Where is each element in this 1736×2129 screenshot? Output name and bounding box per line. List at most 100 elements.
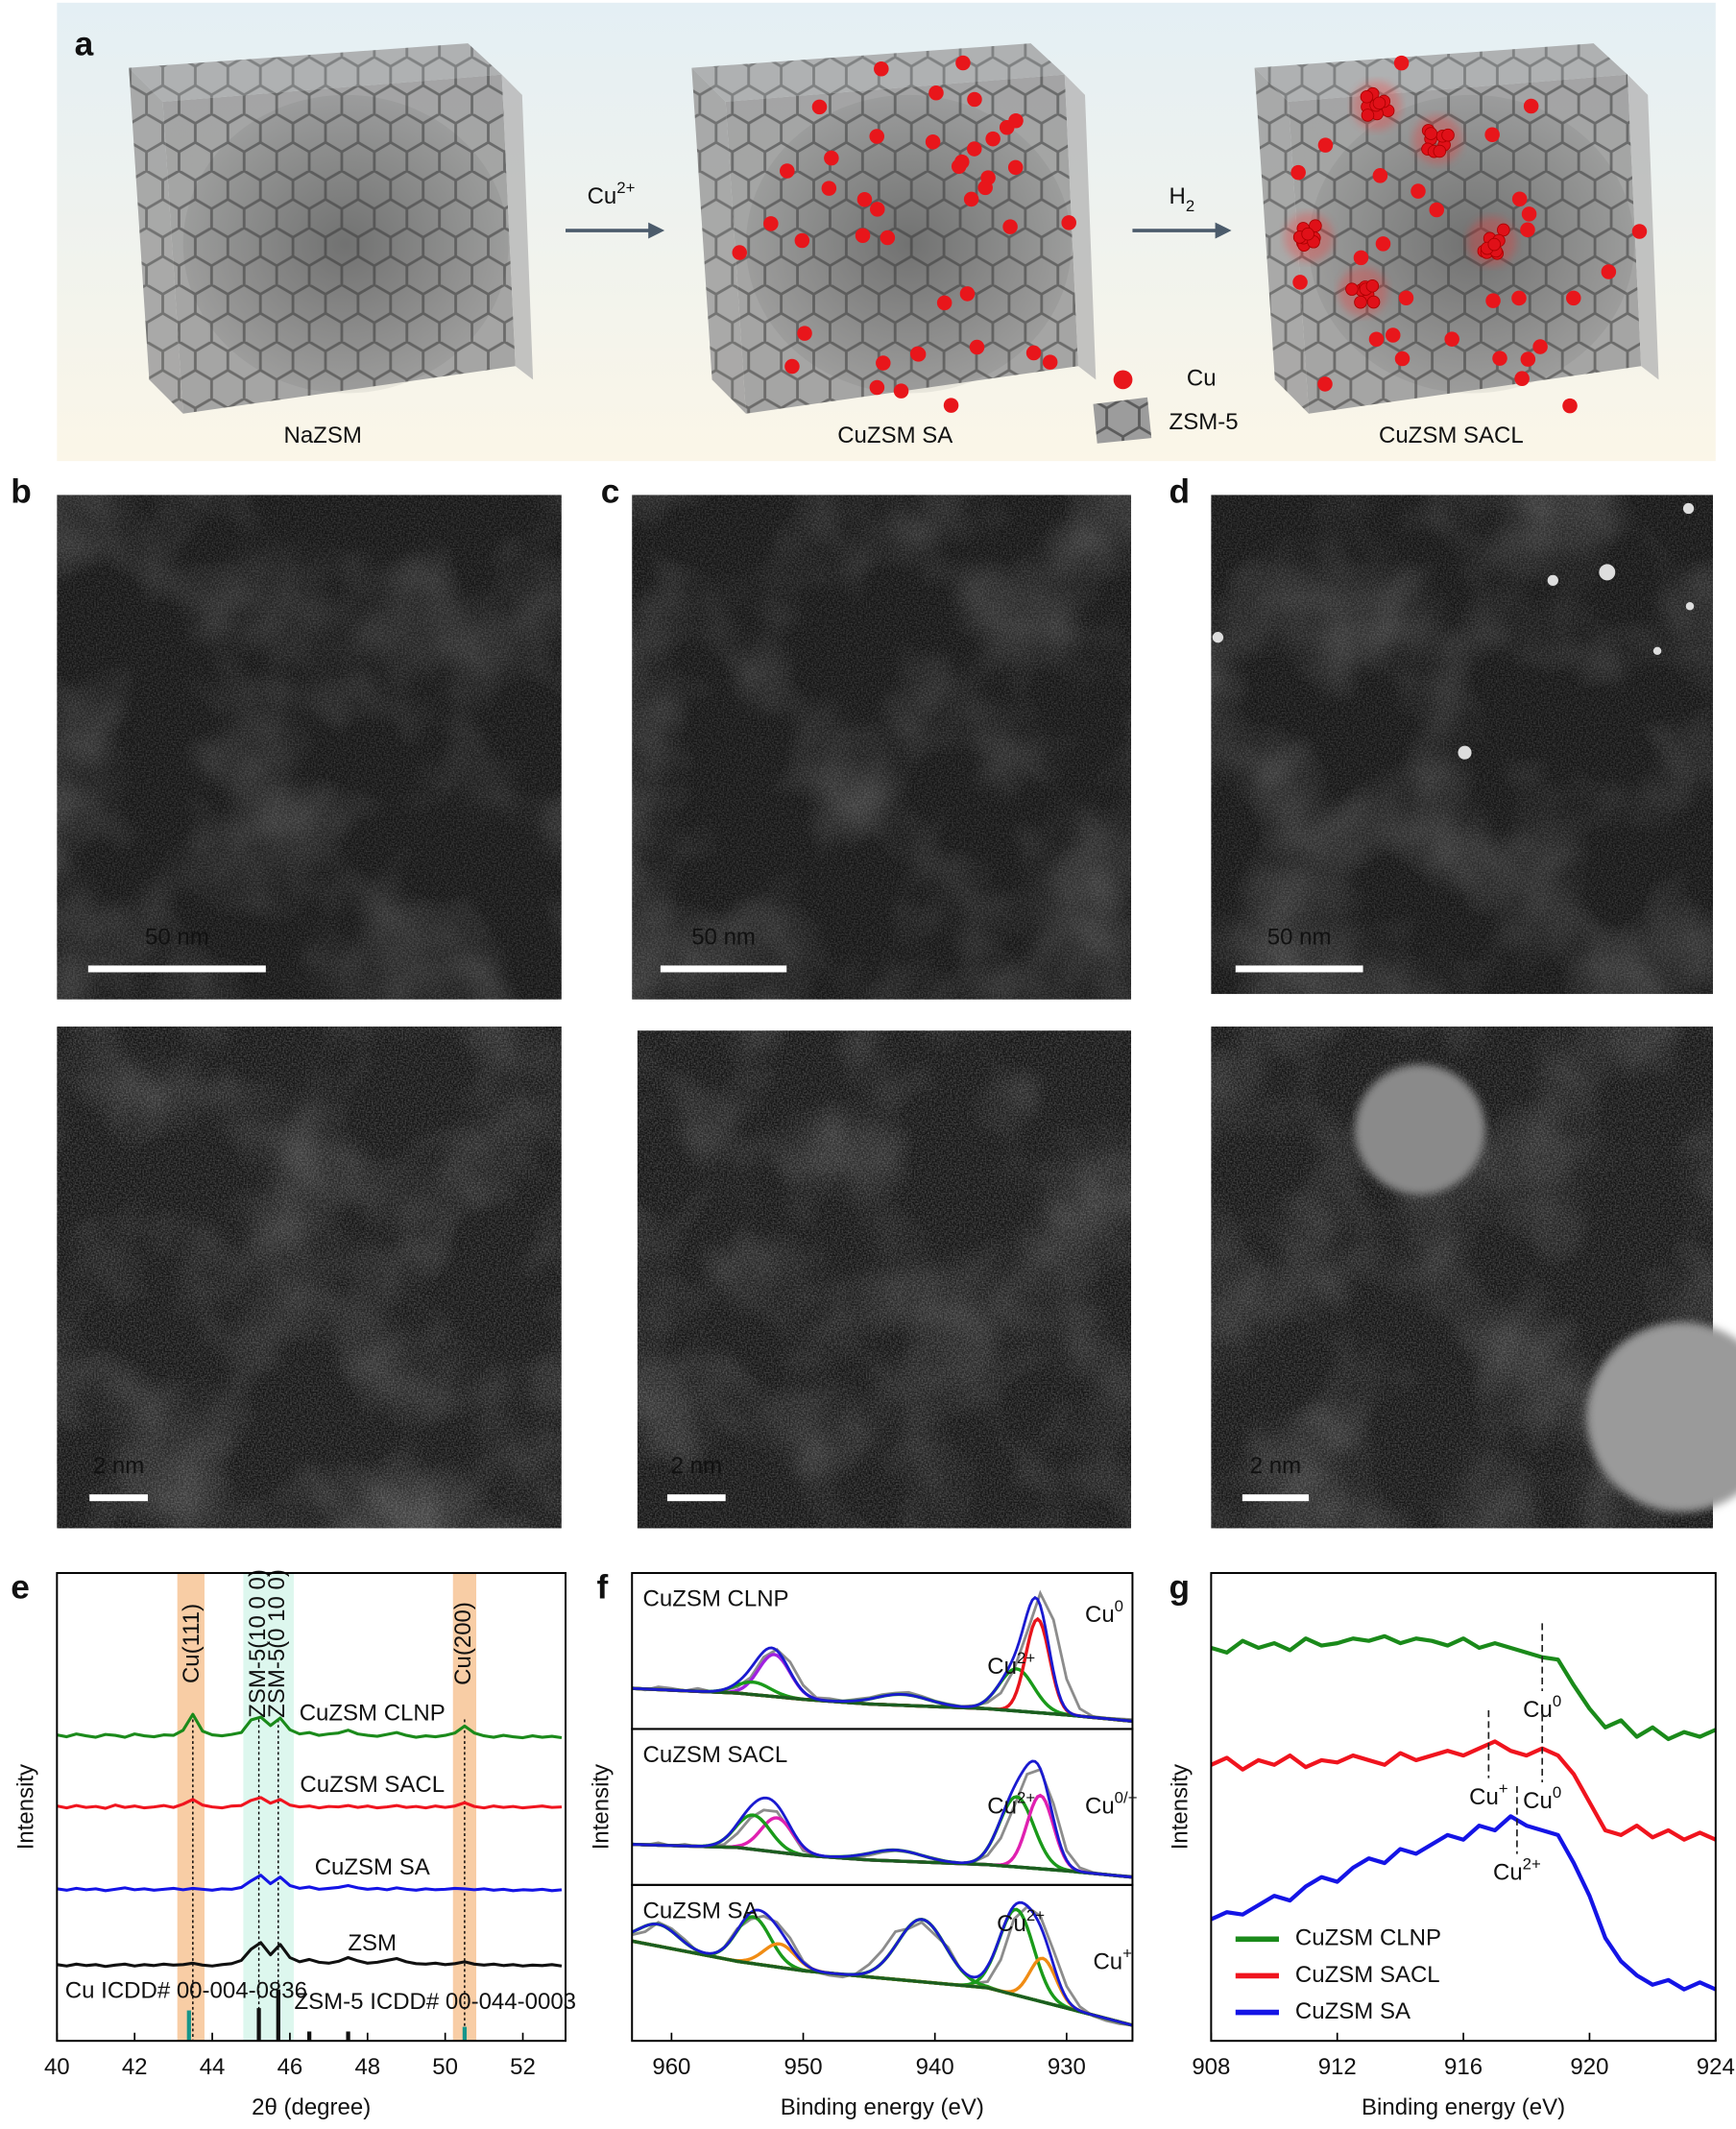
series-line	[1210, 1814, 1717, 1992]
cu-atom	[811, 99, 828, 115]
cu-atom	[1375, 236, 1391, 252]
cu-atom	[1521, 206, 1537, 222]
fit-component	[631, 1915, 1133, 2027]
cu-atom	[966, 141, 982, 157]
cu-atom	[1353, 250, 1369, 266]
panel-letter: d	[1169, 472, 1191, 510]
x-tick-label: 930	[1048, 2054, 1086, 2080]
cu-atom	[869, 379, 885, 396]
cu-atom	[1562, 398, 1578, 414]
subplot-name: CuZSM CLNP	[643, 1586, 789, 1612]
marker-label-sup: +	[1499, 1779, 1508, 1798]
cu-atom	[763, 216, 779, 231]
peak-label: ZSM-5(10 0 0)	[245, 1569, 271, 1718]
cu-atom	[1485, 293, 1501, 308]
legend-zsm-icon	[1093, 397, 1152, 444]
peak-annotation-base: Cu	[987, 1654, 1017, 1680]
block-right	[501, 74, 534, 380]
arrow-head	[1215, 222, 1232, 239]
axes-frame	[56, 1572, 567, 2043]
nanoparticle	[1212, 632, 1224, 643]
marker-label: Cu0	[1523, 1783, 1561, 1814]
cu-atom	[954, 154, 970, 170]
peak-label: Cu(200)	[450, 1602, 476, 1685]
block-left	[1254, 67, 1310, 414]
cu-atom	[1520, 222, 1535, 238]
block-left	[691, 67, 746, 414]
x-tick-label: 916	[1444, 2054, 1483, 2080]
subplot-frame	[631, 1883, 1134, 2043]
micrograph-noise	[57, 495, 562, 1000]
block-shade	[182, 94, 509, 394]
raw-spectrum	[631, 1589, 1133, 1722]
peak-annotation-base: Cu	[1085, 1794, 1115, 1820]
x-tick-label: 924	[1697, 2054, 1735, 2080]
cu-cluster-atom	[1361, 109, 1375, 122]
series-line	[57, 1712, 563, 1740]
cu-atom	[1410, 183, 1426, 199]
cu-atom	[955, 55, 971, 71]
cu-cluster-atom	[1309, 219, 1322, 232]
cu-atom	[959, 286, 976, 302]
x-tick-label: 48	[354, 2054, 380, 2080]
peak-annotation-base: Cu	[1093, 1949, 1122, 1975]
x-tick-label: 940	[916, 2054, 954, 2080]
cu-atom	[1317, 137, 1334, 153]
nanoparticle	[1652, 646, 1662, 656]
cu-atom	[780, 163, 795, 179]
arrow-label-sup: 2+	[616, 179, 635, 197]
x-axis-label: Binding energy (eV)	[1362, 2094, 1565, 2120]
cu-cluster-atom	[1441, 128, 1455, 142]
block-left	[129, 67, 183, 414]
cu-atom	[869, 129, 885, 144]
cu-cluster-atom	[1354, 295, 1367, 309]
cu-atom	[1532, 339, 1548, 354]
x-tick-label: 44	[200, 2054, 226, 2080]
marker-label: Cu+	[1469, 1779, 1508, 1810]
sample-label: CuZSM SA	[837, 423, 952, 448]
series-line	[1210, 1739, 1717, 1842]
block-right	[1064, 74, 1097, 380]
cu-atom	[928, 85, 944, 101]
cu-atom	[824, 150, 839, 166]
marker-label-sup: 0	[1553, 1783, 1561, 1802]
cu-atom	[784, 358, 800, 375]
panel-letter: a	[75, 25, 94, 62]
cu-atom	[1514, 371, 1530, 386]
marker-label-base: Cu	[1493, 1860, 1523, 1886]
peak-annotation: Cu2+	[987, 1649, 1035, 1680]
x-tick-label: 908	[1192, 2054, 1230, 2080]
series-label: CuZSM SA	[315, 1854, 430, 1880]
panel-letter: f	[597, 1568, 609, 1606]
micrograph: 2 nm	[57, 1026, 562, 1529]
legend-label: Cu	[1187, 366, 1217, 392]
x-tick-label: 50	[432, 2054, 458, 2080]
cu-atom	[1398, 290, 1414, 305]
cu-atom	[1566, 290, 1581, 306]
cu-atom	[1368, 331, 1385, 348]
series-line	[57, 1941, 563, 1969]
cu-atom	[876, 355, 891, 371]
panel-letter: c	[601, 472, 620, 510]
cu-atom	[1492, 351, 1507, 366]
arrow-label-sub: 2	[1186, 197, 1194, 215]
series-line	[57, 1874, 563, 1893]
arrow-label: H2	[1169, 184, 1195, 216]
series-line	[1210, 1633, 1717, 1742]
marker-label-base: Cu	[1523, 1698, 1553, 1724]
micrograph-noise	[57, 1026, 562, 1529]
micrograph: 50 nm	[57, 495, 562, 1000]
micrograph: 2 nm	[1211, 1026, 1736, 1529]
cu-atom	[1523, 98, 1539, 114]
x-tick-label: 912	[1318, 2054, 1357, 2080]
cu-atom	[732, 245, 748, 260]
fit-component	[631, 1907, 1133, 2027]
x-tick-label: 920	[1570, 2054, 1608, 2080]
legend-label: CuZSM CLNP	[1295, 1925, 1441, 1951]
cu-atom	[1008, 112, 1024, 129]
scale-bar-label: 2 nm	[671, 1453, 722, 1479]
cu-atom	[1444, 331, 1459, 347]
cu-atom	[855, 228, 871, 243]
scale-bar-label: 2 nm	[1250, 1453, 1301, 1479]
micrograph: 50 nm	[1211, 495, 1713, 995]
